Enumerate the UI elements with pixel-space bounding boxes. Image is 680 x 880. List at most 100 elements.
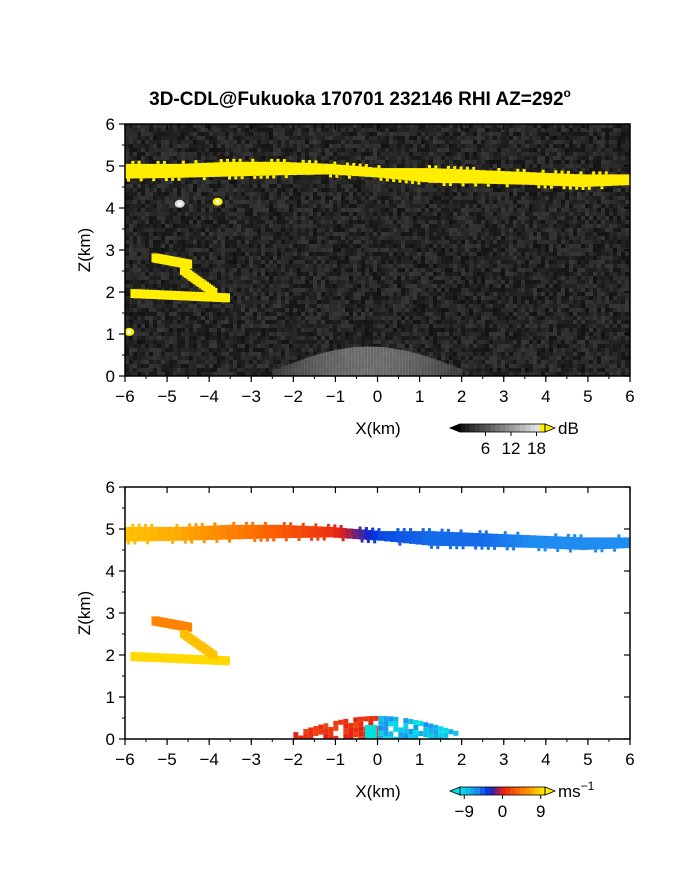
x-tick-label: −6: [115, 750, 134, 769]
x-tick-label: −4: [199, 750, 218, 769]
feature-lower-streak: [130, 289, 230, 303]
y-tick-label: 0: [106, 367, 115, 386]
colorbar-segment: [535, 424, 541, 432]
feature-hook: [179, 630, 218, 659]
colorbar: 6 12 18 dB: [448, 419, 579, 458]
colorbar-tick-label: 18: [527, 439, 546, 458]
y-tick-label: 1: [106, 325, 115, 344]
feature-blob: [125, 327, 135, 336]
colorbar-segment: [540, 787, 546, 795]
colorbar-segment: [510, 424, 516, 432]
y-tick-label: 5: [106, 157, 115, 176]
x-tick-label: −2: [284, 750, 303, 769]
x-tick-label: 0: [373, 387, 382, 406]
colorbar-segment: [460, 787, 466, 795]
colorbar-segment: [480, 787, 486, 795]
x-axis-label: X(km): [355, 419, 400, 438]
y-tick-label: 5: [106, 520, 115, 539]
x-tick-label: −4: [199, 387, 218, 406]
feature-blob: [212, 197, 223, 206]
feature-cloud-layer: [125, 158, 630, 190]
velocity-panel: −6 −5 −4 −3 −2 −1 0 1 2 3 4 5 6 0 1 2 3 4 5 6 X(km) Z(km) −9 0 9…: [75, 478, 635, 821]
colorbar-segment: [465, 424, 471, 432]
y-tick-label: 3: [106, 241, 115, 260]
x-tick-label: −2: [284, 387, 303, 406]
colorbar-segment: [495, 787, 501, 795]
colorbar-segment: [500, 787, 506, 795]
colorbar-low-arrow: [448, 423, 461, 433]
colorbar-segment: [475, 787, 481, 795]
colorbar-segment: [520, 787, 526, 795]
colorbar-segment: [525, 424, 531, 432]
feature-boundary-layer: [272, 346, 463, 376]
x-axis-label: X(km): [355, 782, 400, 801]
colorbar-segment: [470, 787, 476, 795]
x-tick-label: 4: [541, 387, 550, 406]
colorbar-segment: [485, 787, 491, 795]
colorbar-segment: [505, 424, 511, 432]
colorbar-segment: [505, 787, 511, 795]
y-axis-label: Z(km): [75, 228, 94, 272]
x-tick-label: 2: [457, 750, 466, 769]
y-tick-label: 4: [106, 199, 115, 218]
y-axis-label: Z(km): [75, 591, 94, 635]
colorbar-tick-label: 0: [498, 802, 507, 821]
x-tick-label: 6: [625, 750, 634, 769]
colorbar-segment: [520, 424, 526, 432]
colorbar-unit: ms−1: [558, 779, 595, 801]
colorbar-segment: [515, 787, 521, 795]
colorbar-segment: [490, 787, 496, 795]
feature-lower-streak: [130, 652, 230, 666]
colorbar-tick-label: 9: [536, 802, 545, 821]
y-tick-label: 6: [106, 115, 115, 134]
y-tick-label: 0: [106, 730, 115, 749]
colorbar-tick-label: 6: [481, 439, 490, 458]
y-tick-label: 6: [106, 478, 115, 497]
feature-upper-streak: [151, 616, 193, 632]
colorbar-tick-label: −9: [455, 802, 474, 821]
colorbar-high-arrow: [544, 786, 557, 796]
chart-title: 3D-CDL@Fukuoka 170701 232146 RHI AZ=292o: [149, 86, 571, 110]
x-tick-label: 1: [415, 387, 424, 406]
x-tick-label: 4: [541, 750, 550, 769]
colorbar-tick-label: 12: [502, 439, 521, 458]
x-tick-label: −1: [326, 750, 345, 769]
colorbar-segment: [490, 424, 496, 432]
x-tick-label: 5: [583, 387, 592, 406]
colorbar-segment: [465, 787, 471, 795]
colorbar-segment: [480, 424, 486, 432]
x-tick-label: 0: [373, 750, 382, 769]
x-tick-label: −5: [157, 387, 176, 406]
colorbar-segment: [535, 787, 541, 795]
colorbar-segment: [500, 424, 506, 432]
colorbar-segment: [525, 787, 531, 795]
feature-hook: [179, 267, 218, 296]
colorbar-segment: [485, 424, 491, 432]
feature-cloud-layer: [125, 521, 630, 553]
x-tick-label: −3: [242, 387, 261, 406]
y-tick-label: 3: [106, 604, 115, 623]
colorbar-segment: [460, 424, 466, 432]
colorbar-segment: [515, 424, 521, 432]
plot-area: [125, 487, 630, 739]
colorbar-segment: [540, 424, 546, 432]
noise-field: [125, 124, 630, 376]
x-tick-label: 2: [457, 387, 466, 406]
x-tick-label: −1: [326, 387, 345, 406]
feature-upper-streak: [151, 253, 193, 269]
plot-area: [125, 124, 630, 376]
colorbar-segment: [510, 787, 516, 795]
x-tick-label: 3: [499, 387, 508, 406]
y-tick-label: 2: [106, 646, 115, 665]
colorbar-low-arrow: [448, 786, 461, 796]
x-tick-label: 5: [583, 750, 592, 769]
colorbar-segment: [530, 787, 536, 795]
y-tick-label: 4: [106, 562, 115, 581]
colorbar-unit: dB: [558, 419, 579, 438]
x-tick-label: −5: [157, 750, 176, 769]
y-tick-label: 2: [106, 283, 115, 302]
colorbar-segment: [470, 424, 476, 432]
x-tick-label: 6: [625, 387, 634, 406]
